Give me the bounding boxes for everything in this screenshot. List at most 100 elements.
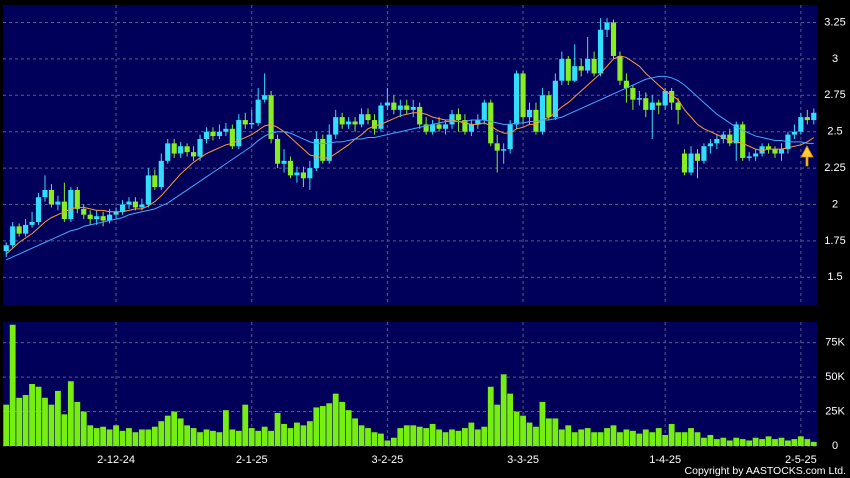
volume-bar xyxy=(468,422,475,446)
candle-body xyxy=(249,122,255,125)
volume-bar xyxy=(339,401,346,446)
candle-body xyxy=(203,131,210,139)
volume-bar xyxy=(591,432,598,446)
volume-bar xyxy=(410,425,417,446)
candle-body xyxy=(68,189,74,220)
candle-body xyxy=(61,201,67,220)
candle-body xyxy=(772,149,778,154)
candle-body xyxy=(165,143,171,161)
candle-body xyxy=(178,146,184,154)
volume-bar xyxy=(694,432,701,446)
candle-body xyxy=(675,102,681,110)
candle-body xyxy=(333,117,339,135)
candle-body xyxy=(597,29,604,74)
volume-bar xyxy=(726,440,733,446)
candle-body xyxy=(539,95,546,132)
volume-bar xyxy=(623,429,630,446)
volume-bar xyxy=(106,429,113,446)
candle-body xyxy=(604,22,610,30)
candle-body xyxy=(236,120,242,147)
volume-bar xyxy=(171,411,178,446)
volume-bar xyxy=(494,404,501,446)
moving-average-line xyxy=(5,55,815,255)
volume-bar xyxy=(365,428,371,446)
candle-body xyxy=(765,146,772,150)
y-tick-label: 25K xyxy=(825,405,845,417)
candle-body xyxy=(436,124,442,129)
volume-bar xyxy=(390,437,397,446)
candle-body xyxy=(152,175,158,188)
candle-body xyxy=(740,124,746,158)
candle-body xyxy=(42,189,48,198)
volume-bar xyxy=(3,404,10,446)
volume-bar xyxy=(423,428,430,446)
volume-bar xyxy=(74,401,81,446)
volume-bar xyxy=(113,425,119,446)
volume-bar xyxy=(358,425,365,446)
volume-bar xyxy=(649,432,656,446)
candle-body xyxy=(184,146,190,153)
candle-body xyxy=(759,146,765,154)
volume-bar xyxy=(642,429,649,446)
candle-body xyxy=(391,102,397,110)
volume-bar xyxy=(539,401,546,446)
volume-bar xyxy=(287,428,294,446)
volume-bar xyxy=(16,397,23,446)
x-tick-label: 3-2-25 xyxy=(371,454,403,466)
volume-bar xyxy=(93,428,100,446)
volume-bar xyxy=(449,429,455,446)
volume-bar xyxy=(210,430,216,446)
copyright: Copyright by AASTOCKS.com Ltd. xyxy=(685,465,846,477)
candle-body xyxy=(384,102,390,106)
candle-body xyxy=(778,149,785,154)
candle-body xyxy=(158,160,164,188)
candle-body xyxy=(630,88,636,100)
y-tick-label: 2.5 xyxy=(827,126,842,138)
volume-bar xyxy=(739,439,746,446)
candle-body xyxy=(488,102,494,144)
candle-body xyxy=(397,105,403,110)
candle-body xyxy=(48,189,55,205)
volume-bar xyxy=(565,425,572,446)
candle-body xyxy=(190,152,197,157)
volume-bar xyxy=(752,437,759,446)
volume-bar xyxy=(378,433,384,446)
volume-bar xyxy=(61,414,68,446)
volume-bar xyxy=(617,432,623,446)
volume-bar xyxy=(326,403,333,446)
volume-bar xyxy=(416,426,423,446)
candle-body xyxy=(520,73,526,118)
candle-body xyxy=(494,143,500,151)
candle-body xyxy=(546,95,552,118)
volume-bar xyxy=(429,423,436,446)
candle-body xyxy=(268,95,274,139)
volume-bar xyxy=(578,429,585,446)
candle-body xyxy=(798,117,804,132)
volume-bar xyxy=(42,397,48,446)
candle-body xyxy=(16,226,22,234)
candle-body xyxy=(565,58,571,81)
volume-bar xyxy=(35,386,42,446)
candle-body xyxy=(339,117,345,125)
price-panel xyxy=(3,5,817,305)
y-tick-label: 1.75 xyxy=(824,235,845,247)
volume-bar xyxy=(436,429,442,446)
candle-body xyxy=(229,128,235,147)
candle-body xyxy=(707,143,713,147)
y-tick-label: 2.75 xyxy=(824,89,845,101)
x-tick-label: 2-5-25 xyxy=(785,454,817,466)
candle-body xyxy=(107,214,113,221)
y-tick-label: 0 xyxy=(832,440,838,452)
candle-body xyxy=(572,66,578,81)
volume-bar xyxy=(371,432,378,446)
candle-body xyxy=(100,216,106,221)
volume-bar xyxy=(274,412,281,446)
candle-body xyxy=(74,189,80,209)
candle-body xyxy=(417,106,423,125)
candle-body xyxy=(326,134,332,161)
volume-bar xyxy=(797,436,804,446)
volume-bar xyxy=(384,440,391,446)
candle-body xyxy=(287,160,294,176)
candle-body xyxy=(533,109,539,132)
